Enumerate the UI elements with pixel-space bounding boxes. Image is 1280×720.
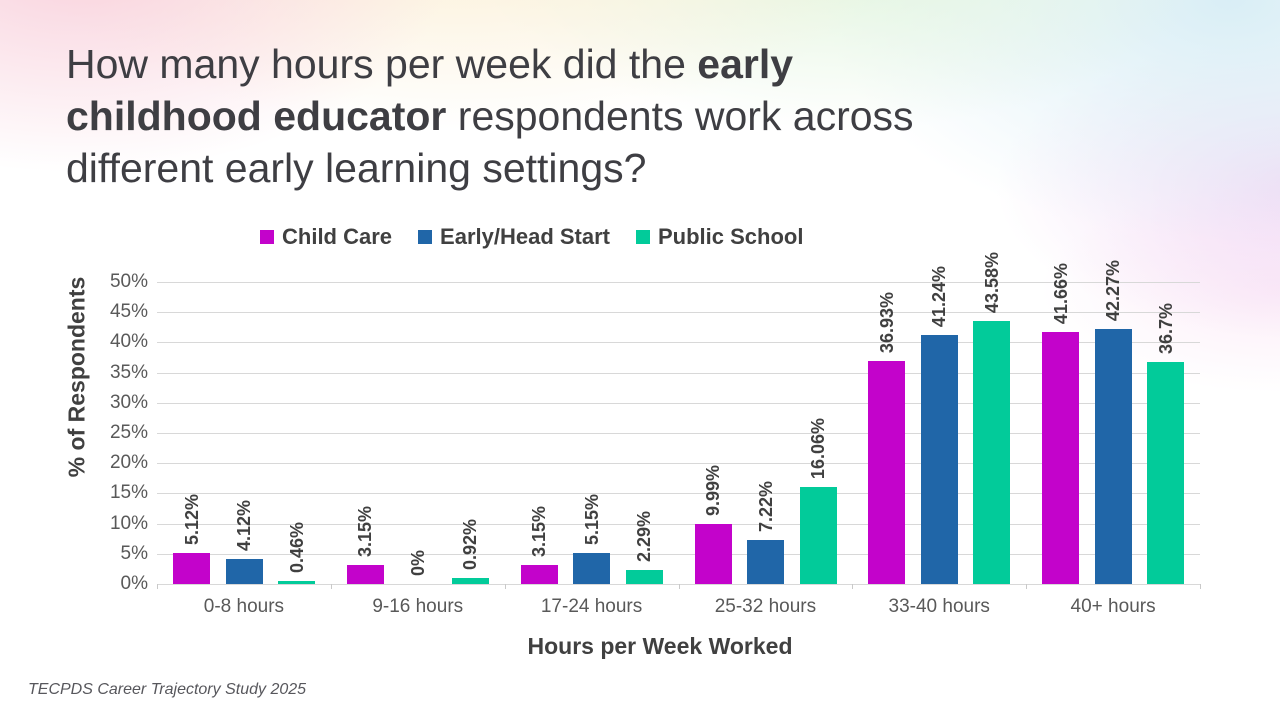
title-line-3: different early learning settings?: [66, 145, 647, 191]
legend-label: Public School: [658, 224, 804, 249]
bar-child-care-40+-hours: [1042, 332, 1080, 584]
y-tick-label: 5%: [120, 542, 148, 564]
x-category-label: 40+ hours: [1070, 596, 1156, 617]
x-axis-title: Hours per Week Worked: [527, 633, 793, 659]
y-tick-label: 40%: [109, 331, 148, 353]
gridline-45%: [157, 312, 1200, 314]
legend-swatch-icon: [418, 230, 433, 244]
y-axis-title: % of Respondents: [63, 276, 90, 478]
bar-public-school-9-16-hours: [451, 578, 489, 584]
gridline-15%: [157, 493, 1200, 495]
x-category-label: 0-8 hours: [203, 596, 285, 617]
gridline-25%: [157, 433, 1200, 434]
bar-value-label: 43.58%: [981, 251, 1002, 313]
bar-public-school-40+-hours: [1147, 362, 1185, 584]
bar-value-label: 3.15%: [355, 505, 376, 557]
x-tick-mark: [1200, 584, 1201, 589]
y-tick-label: 15%: [109, 482, 148, 504]
bar-value-label: 3.15%: [529, 505, 550, 557]
bar-early-head-start-40+-hours: [1094, 329, 1132, 584]
bar-child-care-25-32-hours: [694, 524, 732, 584]
y-tick-label: 10%: [109, 512, 148, 534]
title-line-1: How many hours per week did the early: [66, 41, 794, 87]
gridline-30%: [157, 402, 1200, 404]
gridline-20%: [157, 463, 1200, 465]
x-category-label: 17-24 hours: [540, 596, 643, 617]
y-tick-label: 45%: [109, 301, 148, 323]
y-tick-label: 20%: [109, 452, 148, 474]
bar-value-label: 5.12%: [181, 493, 202, 545]
legend-label: Child Care: [282, 224, 393, 249]
page-title: How many hours per week did the early ch…: [66, 38, 1226, 194]
bar-value-label: 5.15%: [581, 493, 602, 545]
x-tick-mark: [504, 584, 506, 589]
bar-value-label: 7.22%: [755, 480, 776, 532]
gridline-50%: [157, 282, 1200, 283]
x-tick-mark: [852, 584, 854, 589]
title-line-2: childhood educator respondents work acro…: [66, 93, 914, 139]
bar-early-head-start-33-40-hours: [920, 335, 958, 584]
gridline-5%: [157, 553, 1200, 555]
bar-public-school-0-8-hours: [278, 581, 315, 584]
bar-value-label: 0.46%: [286, 521, 307, 573]
footnote: TECPDS Career Trajectory Study 2025: [28, 681, 307, 698]
bar-early-head-start-0-8-hours: [225, 559, 263, 584]
bar-value-label: 36.7%: [1155, 302, 1176, 354]
legend-item-2: Public School: [636, 224, 803, 250]
bar-early-head-start-25-32-hours: [747, 540, 784, 584]
legend-label: Early/Head Start: [440, 224, 610, 249]
x-tick-mark: [678, 584, 680, 589]
y-tick-label: 25%: [109, 422, 148, 443]
gridline-40%: [157, 342, 1200, 344]
bar-child-care-9-16-hours: [346, 565, 384, 584]
bar-early-head-start-17-24-hours: [573, 553, 611, 584]
x-tick-mark: [330, 584, 332, 589]
bar-value-label: 0%: [407, 549, 428, 576]
bar-child-care-0-8-hours: [173, 553, 210, 584]
x-tick-mark: [1026, 584, 1028, 589]
bar-value-label: 9.99%: [703, 464, 723, 516]
bar-value-label: 42.27%: [1103, 259, 1124, 321]
legend-swatch-icon: [636, 230, 650, 244]
gridline-10%: [157, 523, 1200, 525]
legend-item-0: Child Care: [260, 224, 392, 250]
bar-child-care-17-24-hours: [520, 565, 558, 584]
y-tick-label: 30%: [109, 391, 148, 413]
bar-value-label: 36.93%: [876, 291, 897, 353]
bar-child-care-33-40-hours: [868, 361, 906, 584]
legend-swatch-icon: [260, 230, 274, 244]
bar-value-label: 41.24%: [929, 265, 950, 327]
chart-legend: Child Care Early/Head Start Public School: [260, 224, 803, 250]
bar-public-school-25-32-hours: [799, 487, 837, 584]
bar-value-label: 0.92%: [460, 518, 481, 570]
x-tick-mark: [157, 584, 158, 589]
legend-item-1: Early/Head Start: [418, 224, 610, 250]
bar-value-label: 2.29%: [634, 510, 655, 562]
x-category-label: 25-32 hours: [714, 596, 817, 617]
bar-public-school-33-40-hours: [973, 321, 1011, 584]
y-tick-label: 50%: [109, 271, 148, 292]
x-category-label: 9-16 hours: [372, 596, 464, 617]
y-tick-label: 35%: [109, 361, 148, 383]
y-tick-label: 0%: [120, 573, 148, 594]
gridline-35%: [157, 372, 1200, 374]
bar-value-label: 4.12%: [234, 499, 254, 551]
bar-public-school-17-24-hours: [625, 570, 663, 584]
bar-value-label: 16.06%: [808, 417, 828, 479]
bar-value-label: 41.66%: [1050, 262, 1071, 324]
x-category-label: 33-40 hours: [888, 596, 990, 617]
